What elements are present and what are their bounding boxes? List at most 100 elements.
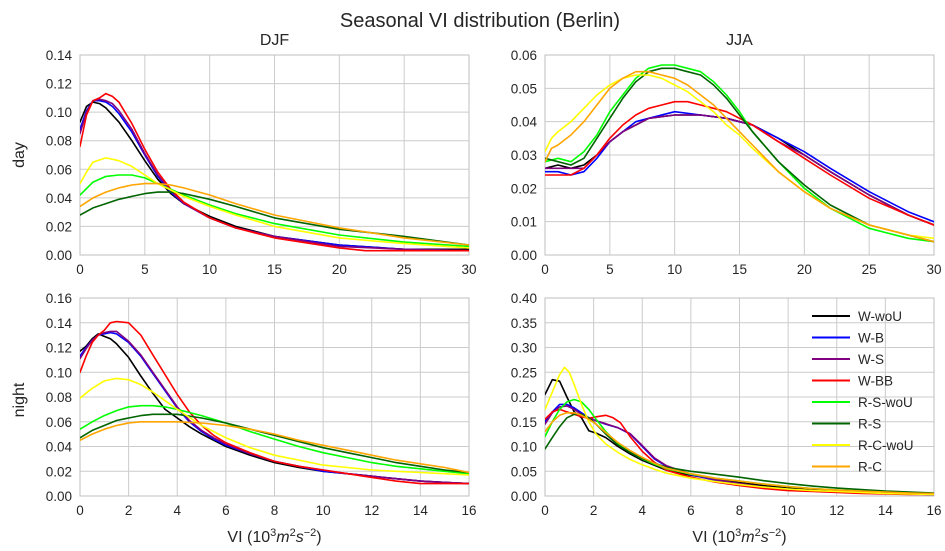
series-line-r-c — [545, 70, 934, 243]
y-tick-label: 0.30 — [511, 341, 537, 356]
y-tick-label: 0.35 — [511, 316, 537, 331]
legend-item-r-s: R-S — [812, 417, 881, 432]
y-tick-label: 0.02 — [46, 219, 72, 234]
x-tick-label: 10 — [667, 262, 682, 277]
legend-item-w-bb: W-BB — [812, 374, 893, 389]
y-tick-label: 0.00 — [511, 248, 537, 263]
x-tick-label: 4 — [173, 503, 181, 518]
x-tick-label: 14 — [878, 503, 894, 518]
panel-djf-day: 0 5 10 15 20 25 30 0.00 0.02 0.04 0.06 0.08 0.10 0.12… — [46, 32, 477, 277]
plot-frame — [79, 54, 470, 256]
legend-label: W-BB — [858, 374, 893, 389]
series-group — [80, 320, 469, 485]
series-line-w-bb — [80, 92, 469, 252]
plot-frame — [544, 297, 935, 497]
y-tick-label: 0.10 — [46, 365, 72, 380]
y-tick-label: 0.00 — [46, 248, 72, 263]
series-line-w-s — [80, 330, 469, 485]
y-tick-label: 0.06 — [46, 162, 72, 177]
plot-frame — [79, 297, 470, 497]
series-line-r-c — [80, 420, 469, 474]
y-tick-label: 0.05 — [511, 464, 537, 479]
y-tick-label: 0.08 — [46, 390, 72, 405]
figure-suptitle: Seasonal VI distribution (Berlin) — [340, 10, 620, 32]
x-tick-label: 6 — [687, 503, 695, 518]
x-tick-label: 20 — [332, 262, 347, 277]
y-tick-label: 0.14 — [46, 316, 73, 331]
x-tick-label: 14 — [413, 503, 429, 518]
panel-title: DJF — [260, 32, 290, 49]
x-axis-label: VI (103m2s−2) — [227, 527, 321, 546]
y-tick-label: 0.00 — [46, 489, 72, 504]
y-tick-label: 0.12 — [46, 341, 72, 356]
y-tick-label: 0.03 — [511, 148, 537, 163]
x-tick-label: 30 — [461, 262, 476, 277]
legend-item-r-c: R-C — [812, 460, 882, 475]
legend-label: R-C-woU — [858, 438, 914, 453]
y-tick-label: 0.05 — [511, 81, 537, 96]
series-line-r-c-wou — [80, 377, 469, 476]
y-tick-label: 0.15 — [511, 415, 537, 430]
x-tick-label: 25 — [397, 262, 412, 277]
y-tick-label: 0.10 — [511, 440, 537, 455]
x-tick-label: 0 — [76, 503, 84, 518]
panels: 0 5 10 15 20 25 300.000.020.040.060.080.100.12… — [46, 32, 942, 546]
x-tick-label: 0 — [541, 262, 549, 277]
y-tick-label: 0.16 — [46, 291, 72, 306]
x-tick-label: 15 — [732, 262, 747, 277]
x-tick-label: 15 — [267, 262, 282, 277]
x-tick-label: 0 — [76, 262, 84, 277]
x-tick-label: 10 — [781, 503, 796, 518]
x-axis-label: VI (103m2s−2) — [692, 527, 786, 546]
x-tick-label: 16 — [461, 503, 476, 518]
series-line-r-s — [545, 67, 934, 243]
y-tick-label: 0.00 — [511, 489, 537, 504]
y-tick-label: 0.25 — [511, 365, 537, 380]
x-tick-label: 5 — [606, 262, 614, 277]
legend-item-w-wou: W-woU — [812, 309, 902, 324]
legend-item-r-c-wou: R-C-woU — [812, 438, 914, 453]
x-tick-label: 8 — [271, 503, 279, 518]
x-tick-label: 5 — [141, 262, 149, 277]
series-line-r-s-wou — [545, 64, 934, 243]
y-tick-label: 0.08 — [46, 134, 72, 149]
legend: W-woU W-B W-S W-BB R-S-woU R-S R-C-woU R-C — [812, 309, 914, 475]
y-tick-label: 0.04 — [46, 440, 73, 455]
panel-title: JJA — [726, 32, 753, 49]
x-tick-label: 10 — [316, 503, 331, 518]
legend-label: R-S-woU — [858, 395, 913, 410]
y-tick-label: 0.06 — [511, 48, 537, 63]
x-tick-label: 25 — [862, 262, 877, 277]
series-group — [545, 64, 934, 243]
panel-jja-day: 0 5 10 15 20 25 30 0.00 0.01 0.02 0.03 0.04 0.05 0.06… — [511, 32, 942, 277]
x-tick-label: 2 — [590, 503, 598, 518]
legend-label: W-B — [858, 331, 884, 346]
y-tick-label: 0.40 — [511, 291, 537, 306]
x-tick-label: 30 — [926, 262, 941, 277]
x-tick-label: 2 — [125, 503, 133, 518]
series-line-w-bb — [545, 100, 934, 226]
x-tick-label: 10 — [202, 262, 217, 277]
y-tick-label: 0.20 — [511, 390, 537, 405]
series-line-r-c — [545, 411, 934, 495]
y-tick-label: 0.01 — [511, 215, 537, 230]
series-line-w-bb — [80, 320, 469, 485]
series-line-w-s — [80, 98, 469, 252]
x-tick-label: 16 — [926, 503, 941, 518]
y-tick-label: 0.04 — [511, 115, 538, 130]
series-line-r-c-wou — [545, 366, 934, 496]
x-tick-label: 0 — [541, 503, 549, 518]
legend-label: W-S — [858, 352, 884, 367]
y-tick-label: 0.06 — [46, 415, 72, 430]
x-tick-label: 6 — [222, 503, 230, 518]
legend-label: R-S — [858, 417, 881, 432]
series-group — [80, 92, 469, 252]
x-tick-label: 12 — [829, 503, 844, 518]
series-line-r-c — [80, 182, 469, 246]
legend-item-r-s-wou: R-S-woU — [812, 395, 913, 410]
series-line-r-s — [80, 191, 469, 246]
series-line-r-s — [80, 413, 469, 474]
legend-item-w-s: W-S — [812, 352, 884, 367]
legend-item-w-b: W-B — [812, 331, 884, 346]
